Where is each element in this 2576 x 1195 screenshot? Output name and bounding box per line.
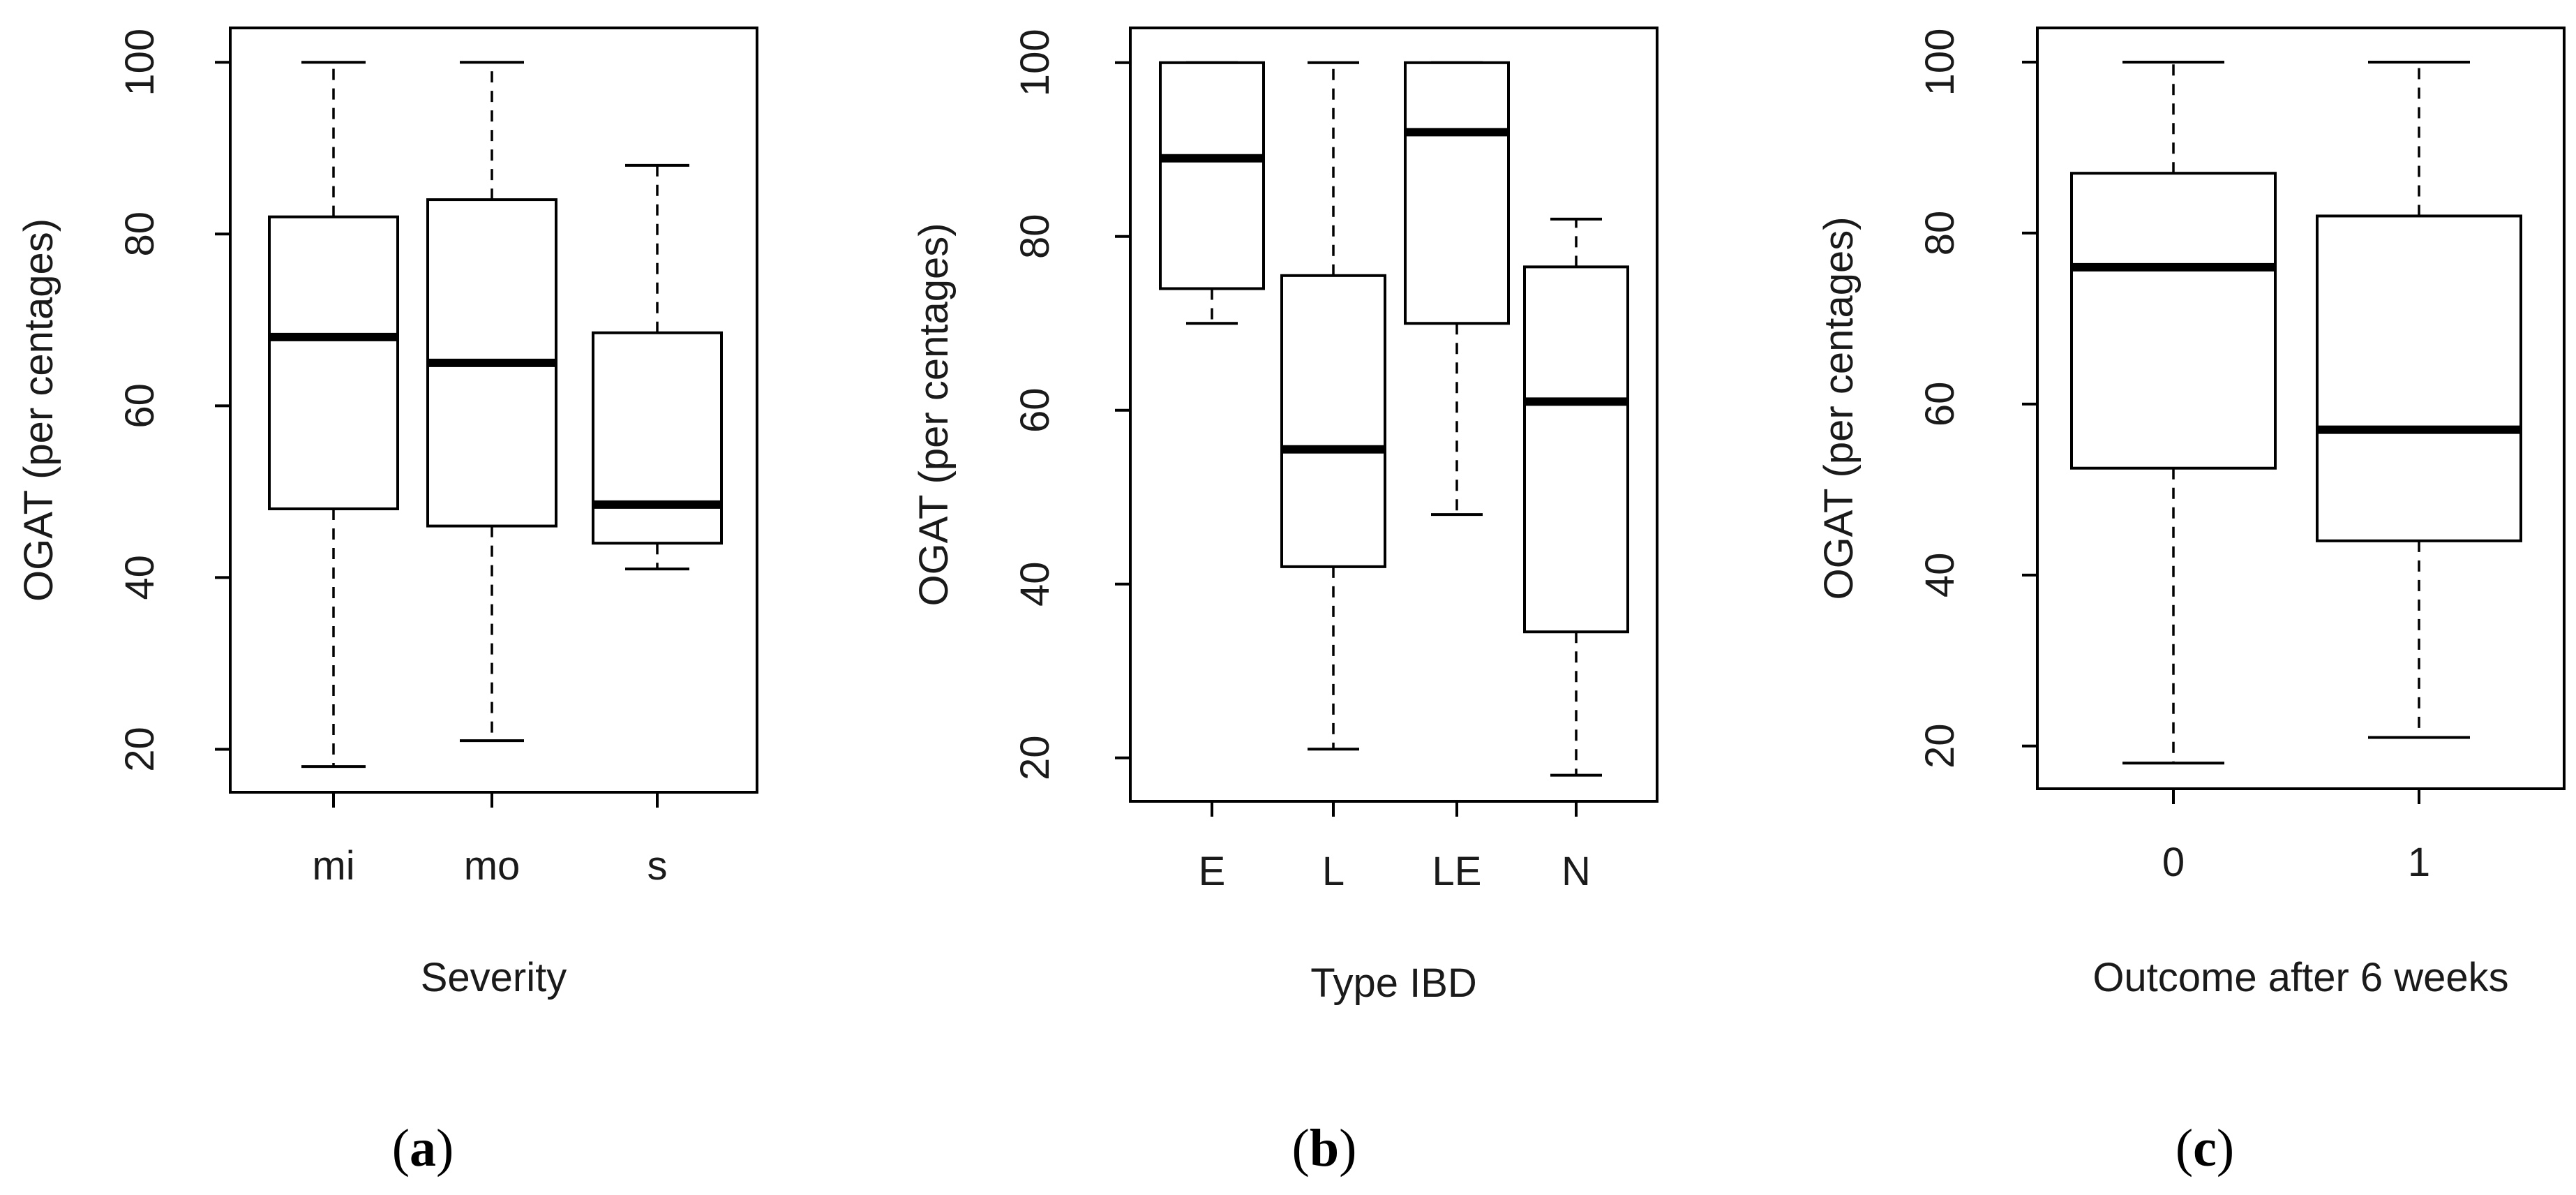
x-tick-label: s	[647, 843, 668, 889]
box-s	[592, 163, 723, 571]
y-tick-label: 60	[1917, 382, 1963, 427]
y-axis-title: OGAT (per centages)	[16, 218, 61, 602]
iqr-box	[2316, 214, 2522, 542]
y-tick-label: 40	[117, 555, 163, 600]
plot-frame	[1129, 27, 1658, 803]
x-tick-label: 0	[2162, 840, 2185, 885]
y-tick-label: 100	[1012, 29, 1058, 96]
iqr-box	[1523, 265, 1629, 634]
y-tick-label: 20	[117, 727, 163, 772]
box-N	[1523, 217, 1629, 777]
x-tick-label: LE	[1432, 849, 1482, 894]
x-tick-label: 1	[2408, 840, 2430, 885]
y-tick-label: 60	[117, 383, 163, 429]
y-tick-label: 80	[1917, 211, 1963, 256]
x-tick-label: mo	[464, 843, 521, 889]
box-mo	[426, 61, 557, 743]
box-mi	[268, 61, 399, 769]
panel-a: 20 40 60 80 100 OGAT (per centages) mi mo s Sever…	[16, 27, 758, 1178]
y-tick-label: 20	[1917, 724, 1963, 769]
x-tick-label: mi	[312, 843, 354, 889]
y-axis-title: OGAT (per centages)	[911, 223, 957, 606]
x-axis-title: Type IBD	[1310, 960, 1477, 1006]
y-tick-label: 20	[1012, 735, 1058, 780]
x-tick-label: E	[1199, 849, 1226, 894]
panel-letter: c	[2193, 1119, 2217, 1178]
y-tick-label: 80	[1012, 214, 1058, 260]
y-tick-label: 100	[117, 29, 163, 96]
panel-letter: b	[1310, 1119, 1339, 1178]
y-tick-label: 100	[1917, 29, 1963, 96]
x-axis-title: Outcome after 6 weeks	[2092, 955, 2508, 1000]
panel-b: 20 40 60 80 100 OGAT (per centages) E L LE N Type …	[911, 27, 1658, 1178]
panel-c: 20 40 60 80 100 OGAT (per centages) 0 1 Outcome …	[1816, 27, 2566, 1178]
box-1	[2316, 60, 2522, 739]
plot-frame	[2036, 27, 2566, 790]
box-LE	[1404, 61, 1510, 517]
x-tick-label: N	[1562, 849, 1591, 894]
iqr-box	[1280, 274, 1386, 568]
box-E	[1159, 61, 1265, 325]
iqr-box	[1159, 61, 1265, 290]
plot-frame	[229, 27, 758, 794]
panel-label: (a)	[392, 1119, 454, 1178]
panel-label: (c)	[2176, 1119, 2234, 1178]
iqr-box	[592, 331, 723, 545]
x-axis-title: Severity	[421, 955, 567, 1000]
y-tick-label: 40	[1012, 562, 1058, 607]
panel-letter: a	[410, 1119, 436, 1178]
y-tick-label: 80	[117, 211, 163, 257]
y-tick-label: 40	[1917, 553, 1963, 598]
box-L	[1280, 61, 1386, 751]
x-tick-label: L	[1322, 849, 1345, 894]
iqr-box	[2070, 172, 2277, 470]
box-0	[2070, 60, 2277, 765]
iqr-box	[268, 215, 399, 510]
iqr-box	[1404, 61, 1510, 325]
y-tick-label: 60	[1012, 388, 1058, 433]
y-axis-title: OGAT (per centages)	[1816, 216, 1862, 600]
panel-label: (b)	[1292, 1119, 1357, 1178]
